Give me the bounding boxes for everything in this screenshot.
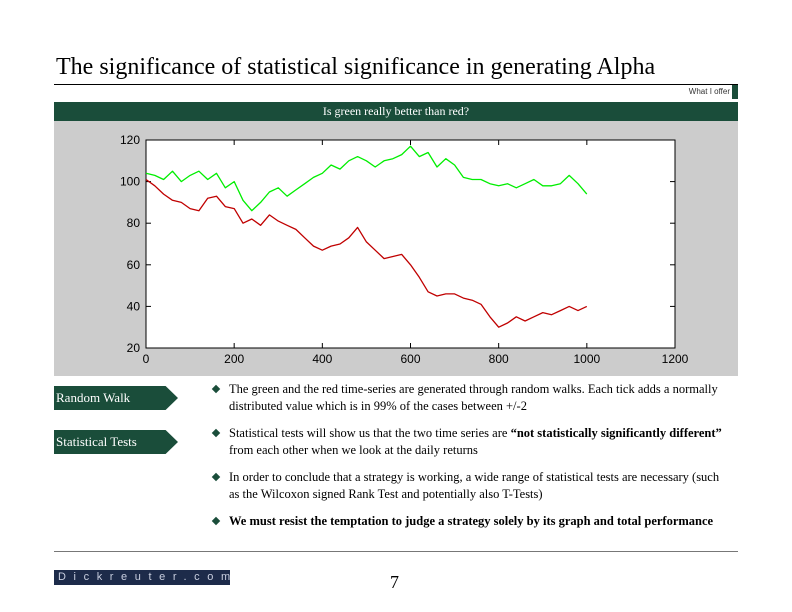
label-random-walk: Random Walk [54,386,178,410]
bullet-item: The green and the red time-series are ge… [211,381,732,415]
slide-title: The significance of statistical signific… [56,54,656,80]
label-text: Random Walk [56,390,131,405]
green-series-line [145,145,588,212]
y-tick-label: 60 [127,258,141,272]
label-arrow-shape [54,430,178,454]
diamond-bullet-icon [211,472,221,482]
x-tick-label: 400 [312,352,332,366]
x-tick-label: 0 [143,352,150,366]
brand-logo: Dickreuter.com [54,570,230,585]
title-divider [54,84,738,85]
diamond-bullet-icon [211,384,221,394]
y-tick-label: 80 [127,216,141,230]
bullet-text-pre: Statistical tests will show us that the … [229,426,511,440]
bullet-text: The green and the red time-series are ge… [229,382,718,413]
footer-divider [54,551,738,552]
bullet-item: We must resist the temptation to judge a… [211,513,732,530]
plot-area [145,139,676,349]
label-arrow-shape [54,386,178,410]
bullet-text-post: from each other when we look at the dail… [229,443,478,457]
bullet-list: The green and the red time-series are ge… [211,381,732,540]
bullet-text-bold: We must resist the temptation to judge a… [229,514,714,528]
bullet-item: Statistical tests will show us that the … [211,425,732,459]
y-tick-label: 120 [120,133,140,147]
bullet-item: In order to conclude that a strategy is … [211,469,732,503]
section-tag-marker [732,85,738,99]
x-tick-label: 800 [489,352,509,366]
random-walk-chart: 0 200 400 600 800 1000 1200 20 40 60 80 100 120 [120,133,689,366]
x-tick-label: 1000 [573,352,600,366]
bullet-text-bold: “not statistically significantly differe… [510,426,722,440]
page-number: 7 [390,572,399,592]
x-tick-label: 1200 [662,352,689,366]
section-tag-label: What I offer [688,87,730,96]
x-tick-label: 600 [400,352,420,366]
x-tick-label: 200 [224,352,244,366]
bullet-text: In order to conclude that a strategy is … [229,470,720,501]
red-series-line [145,178,588,328]
y-tick-label: 40 [127,299,141,313]
diamond-bullet-icon [211,428,221,438]
diamond-bullet-icon [211,516,221,526]
y-tick-label: 20 [127,341,141,355]
label-statistical-tests: Statistical Tests [54,430,178,454]
label-text: Statistical Tests [56,434,137,449]
y-tick-label: 100 [120,175,140,189]
chart-banner: Is green really better than red? [54,102,738,121]
section-tag: What I offer [54,85,738,99]
